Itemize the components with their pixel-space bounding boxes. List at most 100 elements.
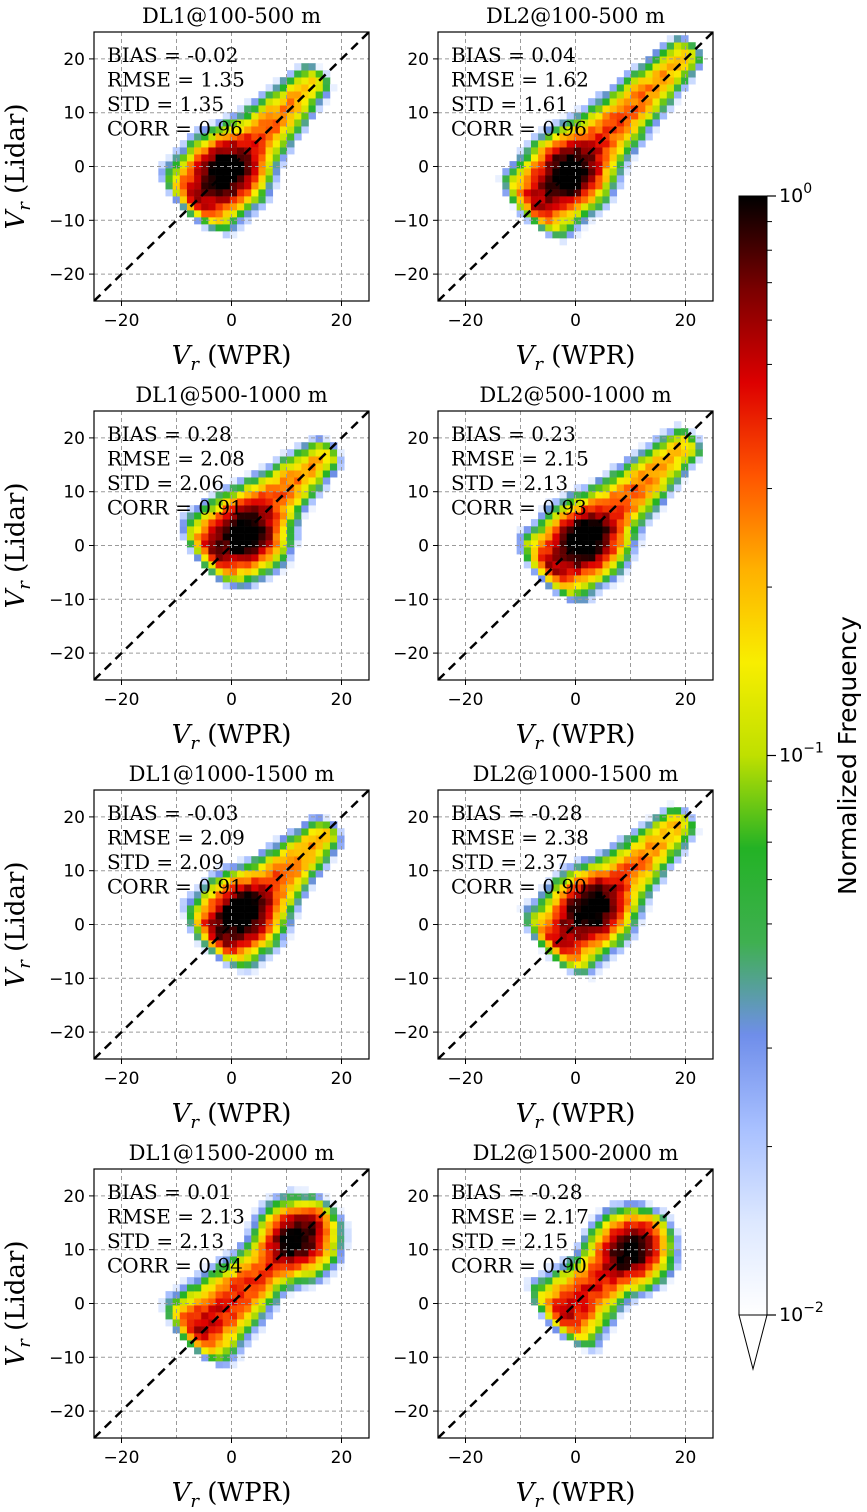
heatmap-cell — [581, 870, 589, 878]
heatmap-cell — [659, 1256, 668, 1264]
heatmap-cell — [244, 926, 252, 934]
heatmap-cell — [258, 1221, 266, 1229]
heatmap-cell — [294, 491, 302, 499]
heatmap-cell — [272, 835, 281, 843]
heatmap-cell — [573, 119, 582, 127]
heatmap-cell — [645, 1256, 653, 1264]
heatmap-cell — [681, 49, 689, 57]
heatmap-cell — [265, 905, 274, 913]
y-tick-label: 10 — [63, 862, 85, 882]
heatmap-cell — [208, 512, 216, 520]
heatmap-cell — [222, 526, 231, 534]
heatmap-cell — [602, 484, 610, 492]
x-tick-label: 0 — [570, 311, 581, 331]
heatmap-cell — [581, 912, 589, 920]
heatmap-cell — [616, 1228, 625, 1236]
heatmap-cell — [645, 1263, 653, 1271]
heatmap-cell — [244, 877, 252, 885]
heatmap-cell — [645, 505, 653, 513]
heatmap-cell — [609, 554, 618, 562]
heatmap-cell — [251, 512, 259, 520]
heatmap-cell — [631, 1277, 639, 1285]
y-tick-label: 10 — [407, 1241, 429, 1261]
heatmap-cell — [616, 870, 625, 878]
heatmap-cell — [272, 140, 281, 148]
heatmap-cell — [581, 1235, 589, 1243]
heatmap-cell — [581, 968, 589, 976]
heatmap-cell — [666, 821, 675, 829]
heatmap-cell — [581, 926, 589, 934]
heatmap-cell — [251, 1207, 259, 1215]
heatmap-cell — [602, 898, 610, 906]
heatmap-cell — [265, 1207, 274, 1215]
heatmap-cell — [237, 912, 245, 920]
heatmap-cell — [616, 863, 625, 871]
heatmap-cell — [194, 519, 202, 527]
heatmap-cell — [623, 870, 632, 878]
heatmap-cell — [244, 175, 252, 183]
heatmap-cell — [215, 947, 223, 955]
heatmap-cell — [581, 154, 589, 162]
heatmap-cell — [545, 533, 553, 541]
heatmap-cell — [523, 540, 532, 548]
heatmap-cell — [609, 547, 618, 555]
heatmap-cell — [329, 84, 338, 92]
colorbar-tick-min: 10−2 — [779, 1300, 824, 1326]
heatmap-cell — [251, 1326, 259, 1334]
heatmap-cell — [581, 1340, 589, 1348]
heatmap-cell — [258, 849, 266, 857]
heatmap-cell — [172, 175, 181, 183]
heatmap-cell — [631, 912, 639, 920]
x-tick-label: 0 — [570, 690, 581, 710]
heatmap-cell — [566, 1263, 575, 1271]
heatmap-cell — [595, 856, 603, 864]
heatmap-cell — [329, 1214, 338, 1222]
heatmap-cell — [251, 1221, 259, 1229]
heatmap-cell — [602, 540, 610, 548]
heatmap-cell — [201, 1284, 209, 1292]
heatmap-cell — [616, 182, 625, 190]
heatmap-cell — [287, 898, 295, 906]
heatmap-cell — [272, 505, 281, 513]
heatmap-cell — [229, 1326, 238, 1334]
heatmap-cell — [573, 898, 582, 906]
heatmap-cell — [616, 554, 625, 562]
heatmap-cell — [516, 182, 525, 190]
heatmap-cell — [222, 512, 231, 520]
heatmap-cell — [652, 126, 660, 134]
heatmap-cell — [294, 133, 302, 141]
heatmap-cell — [308, 1277, 316, 1285]
heatmap-cell — [208, 1298, 216, 1306]
heatmap-cell — [322, 1228, 331, 1236]
heatmap-cell — [294, 512, 302, 520]
heatmap-cell — [666, 1249, 675, 1257]
heatmap-cell — [631, 147, 639, 155]
heatmap-cell — [186, 926, 195, 934]
heatmap-cell — [222, 961, 231, 969]
heatmap-cell — [573, 1291, 582, 1299]
heatmap-cell — [588, 1333, 596, 1341]
heatmap-cell — [322, 98, 331, 106]
heatmap-cell — [172, 1298, 181, 1306]
heatmap-cell — [251, 1270, 259, 1278]
heatmap-cell — [595, 1284, 603, 1292]
heatmap-cell — [666, 470, 675, 478]
heatmap-cell — [552, 1326, 560, 1334]
heatmap-cell — [186, 505, 195, 513]
heatmap-cell — [609, 1270, 618, 1278]
heatmap-cell — [581, 161, 589, 169]
heatmap-cell — [265, 98, 274, 106]
heatmap-cell — [258, 1305, 266, 1313]
heatmap-cell — [258, 863, 266, 871]
heatmap-cell — [609, 1298, 618, 1306]
heatmap-cell — [294, 91, 302, 99]
heatmap-cell — [595, 1305, 603, 1313]
heatmap-cell — [538, 189, 546, 197]
heatmap-cell — [244, 947, 252, 955]
heatmap-cell — [609, 1228, 618, 1236]
heatmap-cell — [652, 1284, 660, 1292]
x-tick-label: 0 — [570, 1069, 581, 1089]
heatmap-cell — [179, 526, 188, 534]
heatmap-cell — [229, 175, 238, 183]
heatmap-cell — [172, 154, 181, 162]
